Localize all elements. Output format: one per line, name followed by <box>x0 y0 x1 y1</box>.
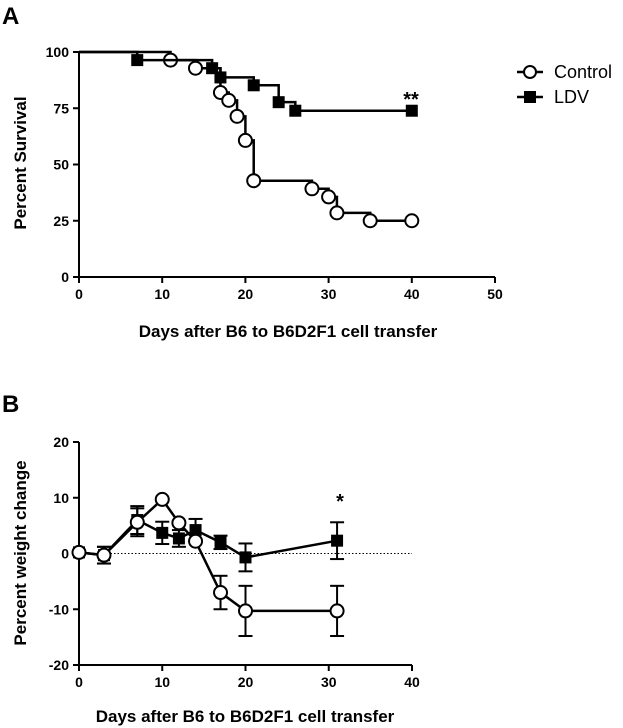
panel-a-y-axis-title: Percent Survival <box>11 96 30 229</box>
panel-b-control-point <box>329 603 345 619</box>
panel-a-control-point <box>237 132 253 148</box>
panel-b-ldv-point <box>172 532 185 545</box>
panel-a-control-point <box>304 181 320 197</box>
panel-b-control-point <box>154 491 170 507</box>
panel-a-ldv-point <box>131 54 144 67</box>
panel-b-control-point <box>171 515 187 531</box>
panel-b-letter: B <box>2 391 19 418</box>
panel-a-ldv-survival-line <box>79 50 412 112</box>
panel-a-control-point <box>229 108 245 124</box>
panel-a-x-axis-title: Days after B6 to B6D2F1 cell transfer <box>139 322 438 341</box>
panel-b-control-point <box>71 544 87 560</box>
legend-control-label: Control <box>554 62 612 82</box>
panel-b-control-point <box>238 603 253 619</box>
panel-b-y-tick-label: -10 <box>49 601 69 617</box>
panel-a-ldv-point <box>214 71 227 84</box>
legend: Control LDV <box>517 62 612 107</box>
panel-b-control-point <box>129 514 145 530</box>
panel-b-y-tick-label: -20 <box>49 657 69 673</box>
panel-a-ldv-point <box>272 96 285 109</box>
panel-a-ldv-point <box>405 104 418 117</box>
panel-b-y-axis-title: Percent weight change <box>11 460 30 645</box>
panel-b-x-tick-label: 40 <box>404 674 420 690</box>
panel-b-y-tick-label: 0 <box>61 546 69 562</box>
panel-b-control-series-line <box>78 497 338 613</box>
panel-b-ldv-point <box>214 536 227 549</box>
legend-ldv-marker <box>524 91 536 103</box>
panel-a-control-point <box>246 173 262 189</box>
panel-b-ldv-point <box>331 534 344 547</box>
panel-b-control-point <box>213 585 229 601</box>
panel-b-significance-annotation: * <box>336 491 344 513</box>
panel-a-plot: 0 10 20 30 40 50 0 25 50 75 100 <box>46 44 503 302</box>
panel-a-x-tick-label: 30 <box>321 286 337 302</box>
legend-control-marker <box>523 65 537 79</box>
legend-ldv-label: LDV <box>554 87 589 107</box>
panel-b-x-tick-label: 10 <box>154 674 170 690</box>
panel-a-x-tick-label: 10 <box>154 286 170 302</box>
panel-b-x-tick-label: 30 <box>321 674 337 690</box>
panel-b-ldv-series-line <box>78 518 338 559</box>
panel-b-ldv-point <box>156 526 169 539</box>
panel-a-y-tick-label: 100 <box>46 44 70 60</box>
panel-b-x-axis-title: Days after B6 to B6D2F1 cell transfer <box>96 707 395 726</box>
panel-b-x-tick-label: 20 <box>238 674 254 690</box>
panel-b-y-tick-label: 10 <box>53 490 69 506</box>
panel-b-control-point <box>188 533 204 549</box>
panel-a-ldv-point <box>206 62 219 75</box>
panel-b-ldv-point <box>239 551 252 564</box>
panel-a-control-point <box>221 92 237 108</box>
panel-a-y-tick-label: 25 <box>53 213 69 229</box>
panel-a-x-tick-label: 20 <box>238 286 254 302</box>
panel-a-control-point <box>404 213 420 229</box>
panel-b-plot: 0 10 20 30 40 -20 -10 0 10 20 <box>49 434 420 690</box>
panel-a-y-tick-label: 0 <box>61 269 69 285</box>
panel-a-control-point <box>321 189 337 205</box>
panel-b-ldv-point <box>189 524 202 537</box>
panel-a-control-point <box>362 213 378 229</box>
panel-a-control-point <box>187 60 203 76</box>
panel-a-ldv-point <box>289 104 302 117</box>
panel-b-y-tick-label: 20 <box>53 434 69 450</box>
panel-b-control-point <box>96 547 112 563</box>
panel-a-x-tick-label: 50 <box>487 286 503 302</box>
panel-a-y-tick-label: 75 <box>53 100 69 116</box>
panel-a-x-tick-label: 40 <box>404 286 420 302</box>
panel-a-ldv-point <box>247 79 260 92</box>
panel-a-letter: A <box>2 3 19 30</box>
panel-a-y-tick-label: 50 <box>53 157 69 173</box>
panel-a-control-point <box>329 205 345 221</box>
panel-a-x-tick-label: 0 <box>75 286 83 302</box>
panel-b-x-tick-label: 0 <box>75 674 83 690</box>
